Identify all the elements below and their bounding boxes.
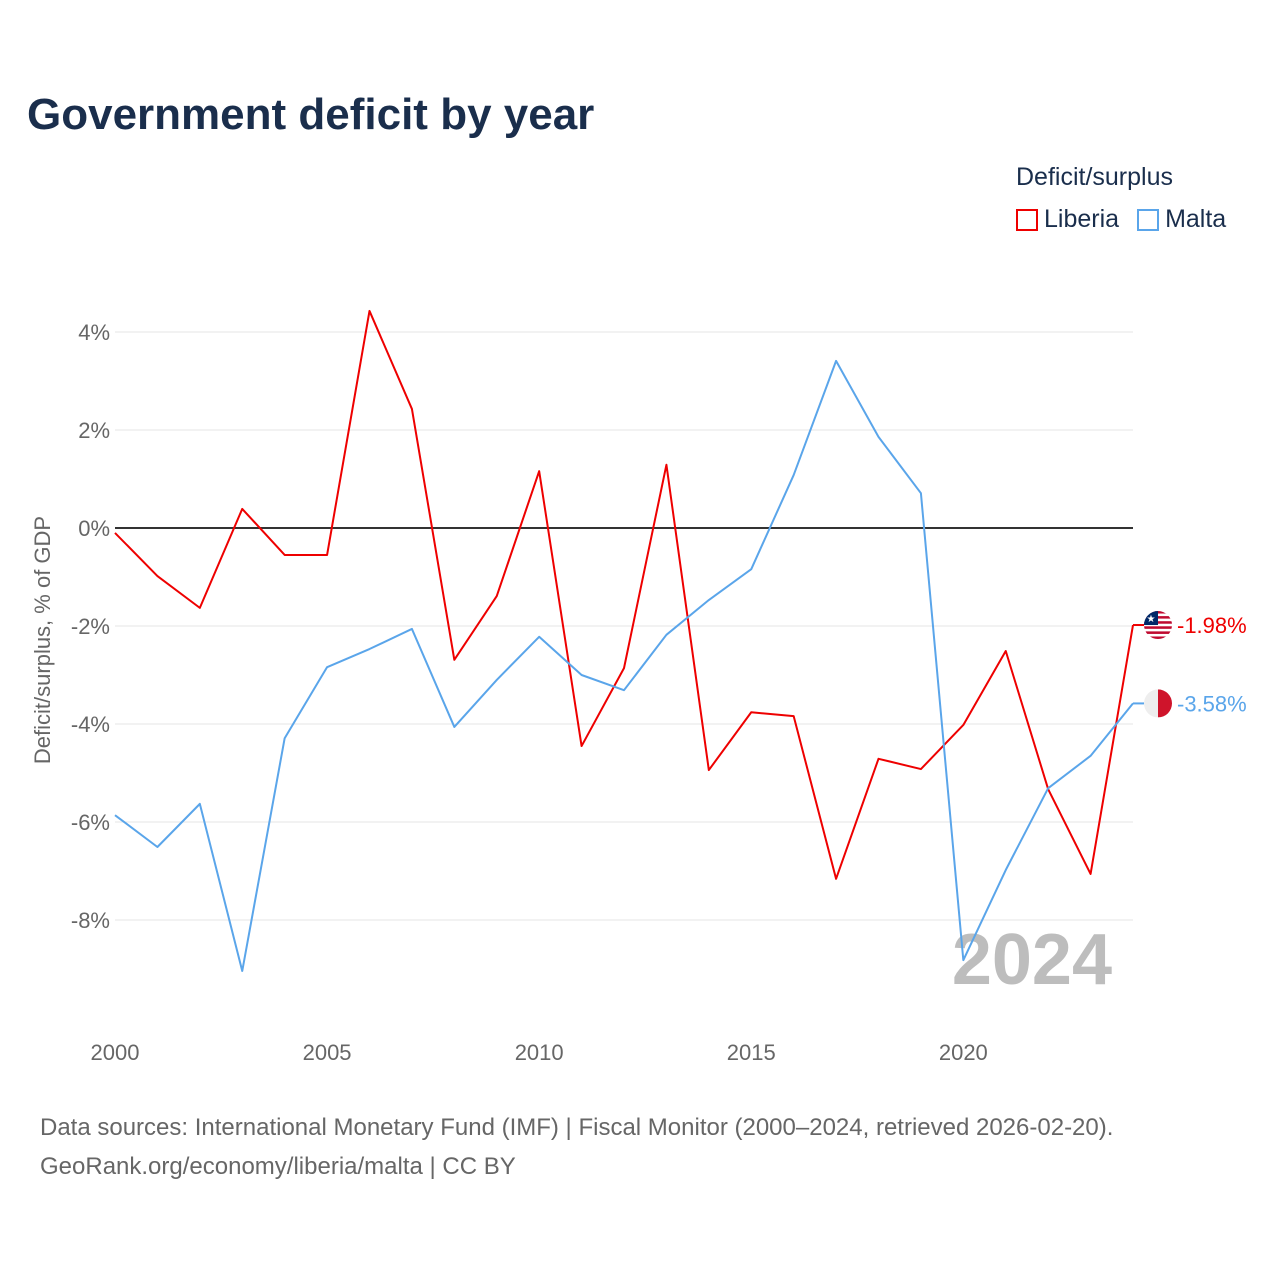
x-tick-label: 2020 [939,1040,988,1065]
legend-label-malta: Malta [1165,205,1227,233]
chart-title: Government deficit by year [27,90,595,139]
x-tick-label: 2010 [515,1040,564,1065]
series-line-liberia [114,309,1134,880]
year-watermark: 2024 [952,920,1112,1000]
flag-icon-liberia: ★ [1144,611,1172,640]
source-line-1: Data sources: International Monetary Fun… [40,1114,1114,1141]
y-tick-label: -6% [71,810,110,835]
legend-swatch-malta [1137,208,1160,231]
y-tick-label: -8% [71,908,110,933]
legend-label-liberia: Liberia [1044,205,1120,233]
y-tick-label: -4% [71,712,110,737]
svg-text:★: ★ [1147,614,1156,625]
y-tick-label: 0% [78,516,110,541]
y-tick-label: -2% [71,614,110,639]
legend-item-malta[interactable]: Malta [1137,205,1226,234]
legend-swatch-liberia [1016,208,1038,231]
y-tick-label: 2% [78,418,110,443]
end-value-label-malta: -3.58% [1177,691,1247,716]
flag-icon-malta [1144,689,1172,718]
y-tick-label: 4% [78,320,110,345]
legend-item-liberia[interactable]: Liberia [1016,205,1119,234]
x-tick-label: 2005 [303,1040,352,1065]
x-tick-label: 2000 [91,1040,140,1065]
legend-title: Deficit/surplus [1016,163,1173,191]
x-tick-label: 2015 [727,1040,776,1065]
source-note: Data sources: International Monetary Fun… [40,1108,1113,1186]
legend: Liberia Malta [1016,205,1226,234]
end-value-label-liberia: -1.98% [1177,613,1247,638]
source-line-2[interactable]: GeoRank.org/economy/liberia/malta | CC B… [40,1153,516,1180]
y-axis-label: Deficit/surplus, % of GDP [30,516,55,764]
